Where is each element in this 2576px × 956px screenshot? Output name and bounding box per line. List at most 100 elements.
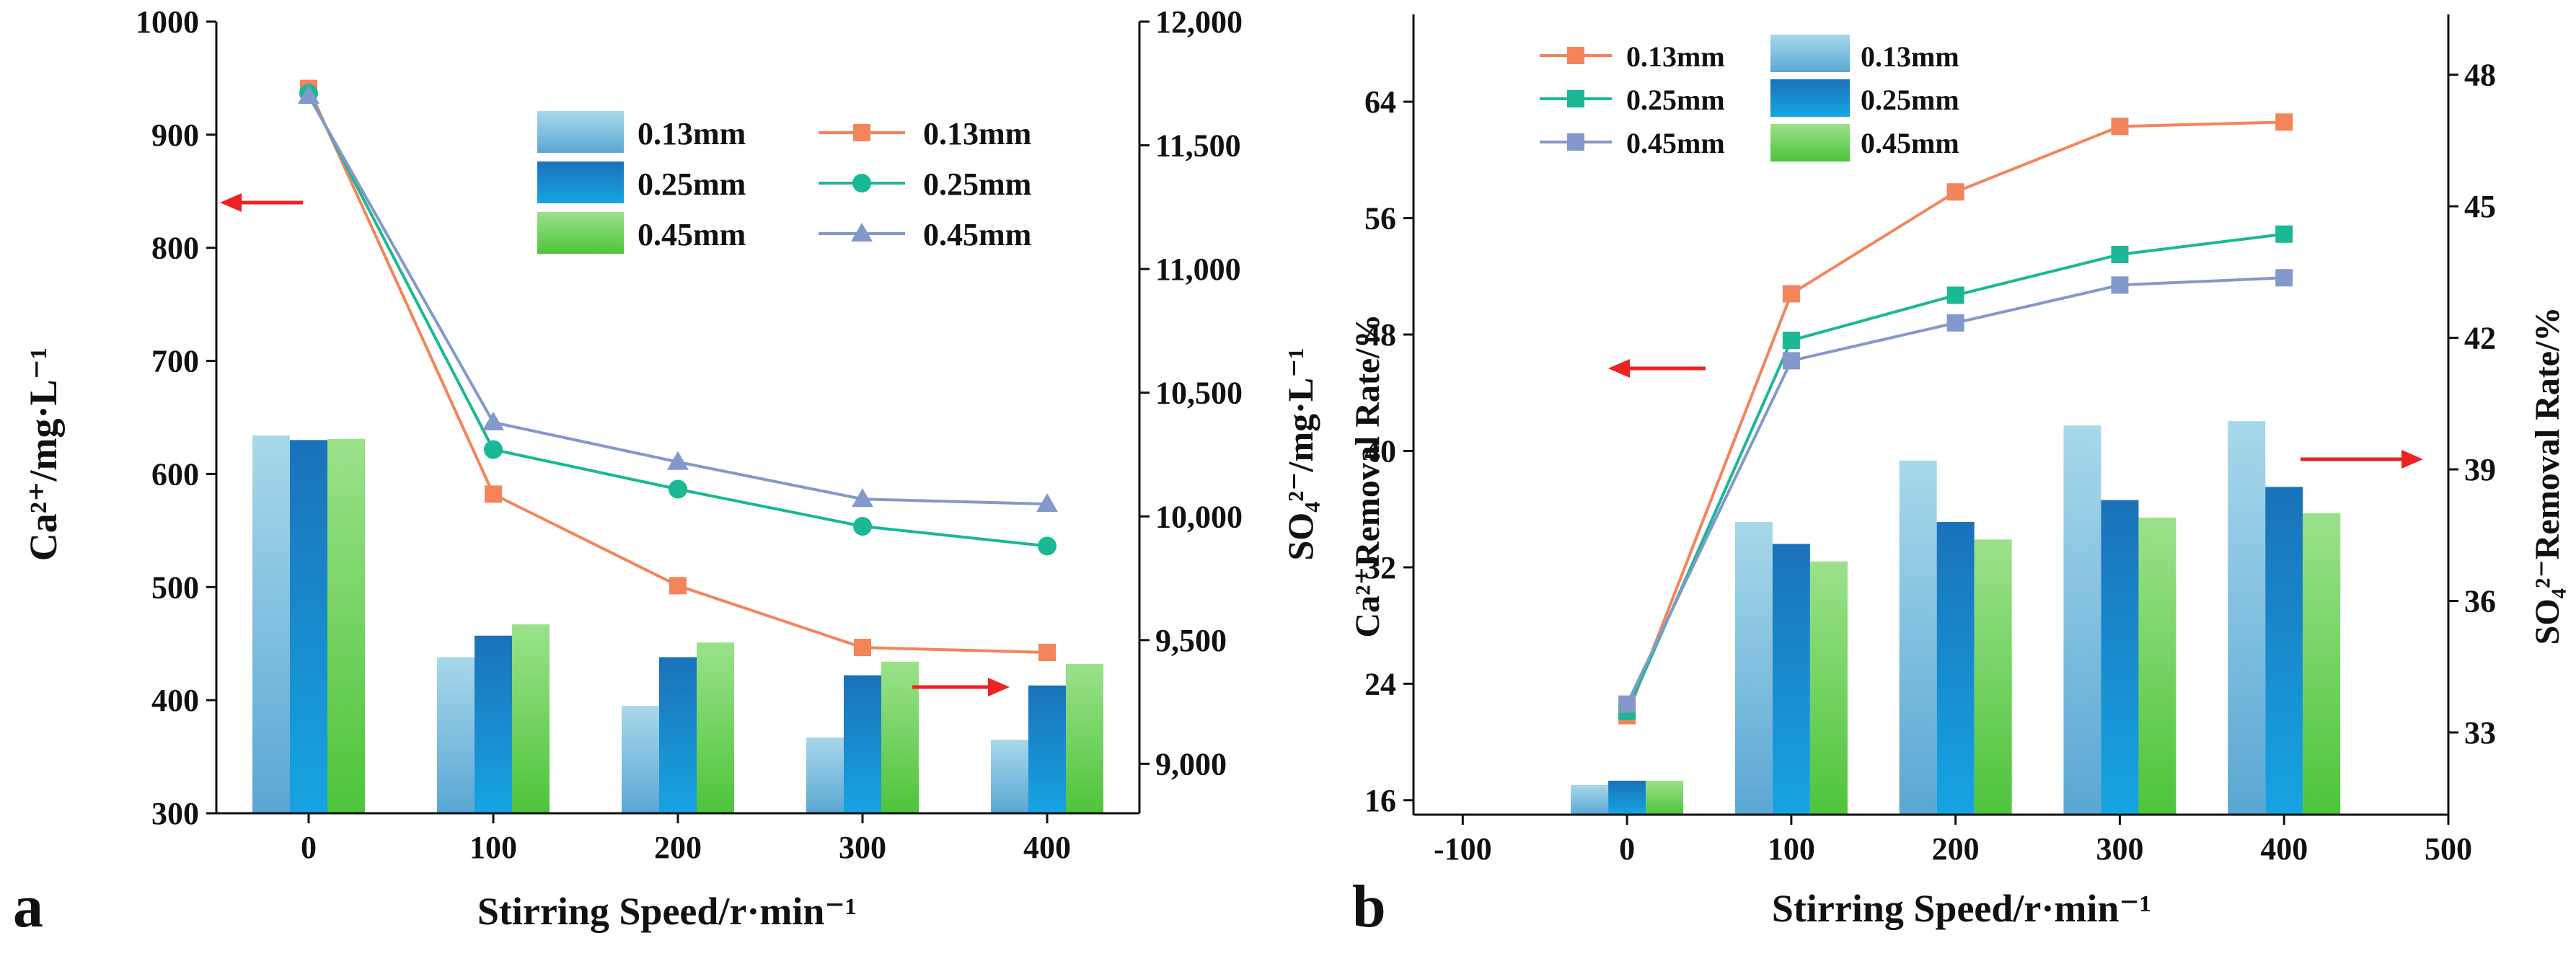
b-line-045-point-100 — [1782, 352, 1800, 370]
b-ytick-right-label-39: 39 — [2464, 452, 2496, 487]
legend-a-line-025-label: 0.25mm — [923, 167, 1031, 202]
b-bar-013-200 — [1899, 460, 1937, 815]
b-bar-013-400 — [2228, 421, 2266, 815]
a-ytick-left-label-700: 700 — [151, 344, 199, 379]
b-bar-045-200 — [1974, 539, 2012, 815]
b-bar-045-300 — [2138, 517, 2176, 815]
b-bar-045-0 — [1646, 780, 1684, 815]
b-line-045-point-0 — [1618, 695, 1636, 713]
a-ytick-right-label-11000: 11,000 — [1155, 252, 1241, 287]
b-bar-045-100 — [1809, 561, 1848, 815]
panel-a-lines — [298, 79, 1058, 661]
b-line-025-point-400 — [2275, 225, 2293, 243]
b-xtick-label-200: 200 — [1932, 831, 1980, 867]
panel-a-legend-bars: 0.13mm 0.25mm 0.45mm — [537, 111, 746, 254]
legend-b-line-013-marker — [1567, 47, 1584, 64]
a-ytick-right-label-11500: 11,500 — [1155, 128, 1241, 164]
a-ytick-left-label-600: 600 — [151, 456, 199, 492]
a-line-025 — [307, 92, 1048, 548]
legend-b-line-045-label: 0.45mm — [1626, 127, 1725, 159]
legend-b-bar-025-swatch — [1770, 79, 1850, 117]
a-bar-025-100 — [475, 635, 512, 813]
a-ytick-left-label-1000: 1000 — [136, 4, 199, 40]
a-ytick-right-label-9500: 9,500 — [1155, 623, 1227, 658]
b-xtick-label-400: 400 — [2260, 831, 2308, 867]
b-line-013-point-400 — [2275, 113, 2293, 131]
a-bar-013-300 — [806, 737, 844, 813]
legend-b-line-025-marker — [1567, 90, 1584, 107]
a-xtick-label-200: 200 — [654, 830, 702, 865]
legend-a-line-045-label: 0.45mm — [923, 217, 1031, 252]
legend-a-bar-045-swatch — [537, 212, 624, 254]
a-ytick-left-label-300: 300 — [151, 796, 199, 831]
panel-b-label: b — [1352, 873, 1386, 940]
b-bar-025-400 — [2265, 487, 2303, 815]
b-bar-045-400 — [2303, 513, 2341, 815]
b-line-013-point-300 — [2111, 118, 2129, 136]
panel-a-legend-lines: 0.13mm 0.25mm 0.45mm — [819, 116, 1031, 252]
b-line-045-point-400 — [2275, 269, 2293, 287]
a-bar-013-400 — [991, 740, 1028, 813]
legend-a-line-025-marker — [852, 174, 871, 192]
b-ytick-right-label-36: 36 — [2464, 583, 2496, 619]
a-xtick-label-0: 0 — [301, 830, 317, 865]
a-bar-013-100 — [437, 657, 475, 813]
legend-b-bar-045-label: 0.45mm — [1861, 127, 1959, 159]
a-line-025-point-300 — [853, 516, 872, 536]
b-ytick-left-label-16: 16 — [1364, 783, 1396, 818]
a-line-025-point-400 — [1038, 536, 1057, 556]
legend-a-bar-025-swatch — [537, 161, 624, 203]
b-line-045-point-300 — [2111, 276, 2129, 294]
legend-a-bar-013-label: 0.13mm — [638, 116, 746, 151]
b-xtick-label-0: 0 — [1619, 831, 1635, 867]
legend-a-bar-025-label: 0.25mm — [638, 167, 746, 202]
b-bar-013-0 — [1571, 784, 1609, 815]
b-xtick-label-100: 100 — [1768, 831, 1815, 867]
legend-b-bar-025-label: 0.25mm — [1861, 84, 1959, 116]
b-line-013-point-100 — [1782, 285, 1800, 303]
b-line-025-point-300 — [2111, 246, 2129, 263]
b-xtick-label--100: -100 — [1434, 831, 1492, 867]
a-line-013-point-200 — [669, 577, 687, 595]
b-line-013-point-200 — [1946, 183, 1964, 201]
panel-a-label: a — [13, 873, 43, 940]
a-bar-025-400 — [1028, 685, 1066, 813]
b-ytick-left-label-56: 56 — [1364, 201, 1396, 236]
a-xtick-label-400: 400 — [1023, 830, 1071, 865]
a-bar-025-200 — [659, 657, 697, 813]
a-bar-025-0 — [290, 440, 327, 813]
b-ytick-left-label-64: 64 — [1364, 84, 1396, 120]
panel-b-lines — [1618, 113, 2293, 725]
a-bar-045-100 — [512, 624, 550, 813]
panel-b-xlabel: Stirring Speed/r·min⁻¹ — [1772, 887, 2151, 930]
legend-a-line-045-marker — [851, 223, 873, 242]
a-ytick-right-label-12000: 12,000 — [1155, 4, 1243, 40]
a-xtick-label-300: 300 — [839, 830, 886, 865]
a-line-025-point-100 — [484, 440, 503, 459]
a-line-013-point-300 — [854, 639, 871, 657]
legend-a-line-013-label: 0.13mm — [923, 116, 1031, 151]
b-ytick-right-label-42: 42 — [2464, 321, 2496, 356]
legend-b-bar-013-label: 0.13mm — [1861, 40, 1959, 73]
a-xtick-label-100: 100 — [469, 830, 517, 865]
a-line-045-point-200 — [667, 451, 689, 470]
b-line-025-point-200 — [1946, 286, 1964, 304]
b-bar-025-100 — [1772, 544, 1810, 815]
b-bar-013-300 — [2063, 425, 2101, 815]
b-bar-025-300 — [2101, 500, 2139, 815]
a-ytick-left-label-500: 500 — [151, 570, 199, 605]
panel-b-axes: 16 24 32 40 48 56 64 33 36 39 42 45 48 -100 0 100 200 300… — [1364, 14, 2496, 867]
b-ytick-left-label-40: 40 — [1364, 433, 1396, 469]
a-bar-045-300 — [881, 661, 919, 813]
legend-b-line-045-marker — [1567, 133, 1584, 151]
a-ytick-right-label-10500: 10,500 — [1155, 376, 1243, 411]
panel-b: 16 24 32 40 48 56 64 33 36 39 42 45 48 -100 0 100 200 300… — [1349, 14, 2567, 940]
b-ytick-left-label-48: 48 — [1364, 317, 1396, 353]
b-ytick-left-label-24: 24 — [1364, 666, 1396, 701]
a-bar-045-200 — [697, 642, 734, 813]
panel-b-ylabel-left: Ca²⁺Removal Rate/% — [1349, 314, 1387, 638]
a-ytick-left-label-900: 900 — [151, 118, 199, 153]
b-xtick-label-300: 300 — [2096, 831, 2143, 867]
b-xtick-label-500: 500 — [2425, 831, 2472, 867]
